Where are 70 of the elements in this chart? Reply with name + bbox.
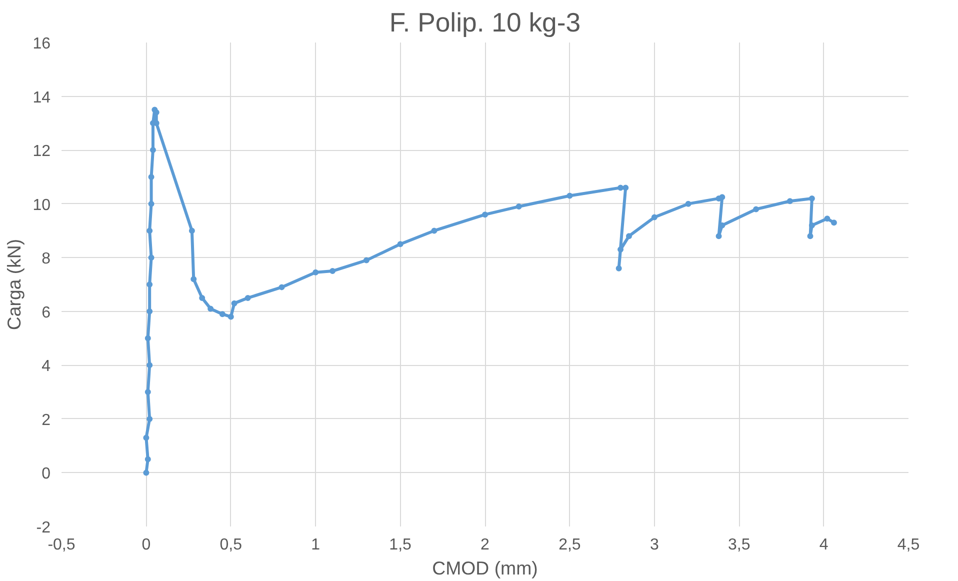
x-tick-label: 4 [819,536,828,554]
point [278,284,285,290]
y-axis-title: Carga (kN) [4,238,25,330]
y-tick-label: 16 [32,36,51,52]
point [716,233,722,240]
point [312,269,319,276]
point [188,228,195,234]
x-tick-label: -0,5 [48,536,76,554]
y-tick-label: 14 [32,89,51,106]
x-tick-label: 4,5 [897,536,920,554]
y-tick-label: 12 [32,143,51,160]
point [244,294,251,301]
point [144,456,151,462]
point [431,228,438,234]
point [144,335,151,342]
x-tick-label: 2,5 [558,536,581,554]
x-tick-label: 3 [650,536,659,554]
point [622,184,629,191]
point [618,246,624,253]
point [146,308,153,314]
y-tick-label: 10 [32,196,51,214]
point [146,282,153,288]
x-tick-label: 3,5 [728,536,750,554]
y-tick-label: 8 [42,250,51,268]
x-tick-label: 0 [142,536,151,554]
y-tick-label: 4 [42,358,51,376]
point [651,214,658,220]
point [146,416,153,422]
point [830,220,837,226]
point [808,222,815,228]
point [144,389,151,396]
x-tick-label: 2 [480,536,490,554]
point [516,204,522,210]
point [148,174,154,180]
point [753,206,760,212]
point [146,362,153,368]
point [143,434,150,441]
point [566,192,573,199]
y-tick-label: -2 [36,520,51,536]
point [228,314,234,320]
point [148,200,154,207]
point [807,233,814,240]
point [786,198,793,204]
chart-title: F. Polip. 10 kg-3 [389,8,581,38]
point [616,265,622,272]
x-tick-label: 1 [311,536,320,554]
point [397,241,404,248]
x-tick-label: 0,5 [220,536,242,554]
point [719,194,726,200]
x-axis-title: CMOD (mm) [432,558,538,578]
point [143,470,150,476]
point [231,300,238,306]
point [219,311,226,318]
point [199,294,206,301]
x-tick-label: 1,5 [389,536,412,554]
point [363,257,370,264]
point [208,306,214,312]
point [330,268,336,274]
point [824,216,830,222]
point [808,195,815,202]
point [146,228,153,234]
y-tick-label: 0 [42,466,51,483]
point [148,254,154,261]
point [482,212,488,218]
point [150,147,156,154]
point [190,276,197,282]
point [626,233,632,240]
y-tick-label: 6 [42,304,51,322]
y-tick-label: 2 [42,412,51,429]
point [685,200,692,207]
